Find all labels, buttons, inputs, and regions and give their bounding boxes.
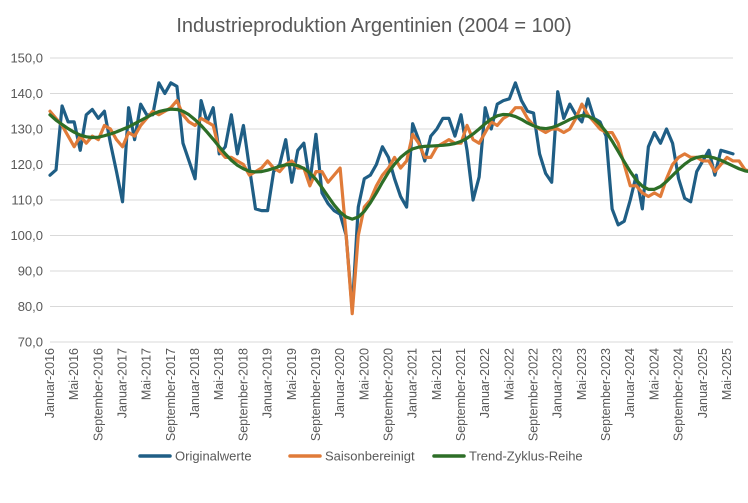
x-tick-label: Januar-2019 bbox=[261, 348, 275, 418]
x-tick-label: September-2023 bbox=[599, 348, 613, 441]
legend-label: Trend-Zyklus-Reihe bbox=[469, 449, 583, 464]
x-tick-label: Mai-2023 bbox=[575, 348, 589, 400]
y-tick-label: 120,0 bbox=[10, 157, 43, 172]
x-tick-label: September-2024 bbox=[672, 348, 686, 441]
x-tick-label: Mai-2025 bbox=[720, 348, 734, 400]
x-tick-label: September-2021 bbox=[454, 348, 468, 441]
x-tick-label: Januar-2016 bbox=[43, 348, 57, 418]
y-axis-tick-labels: 70,0 80,0 90,0 100,0 110,0 120,0 130,0 140,0 150… bbox=[10, 51, 43, 350]
x-tick-label: Mai-2024 bbox=[647, 348, 661, 400]
legend: Originalwerte Saisonbereinigt Trend-Zyklus… bbox=[138, 449, 583, 464]
x-tick-label: September-2019 bbox=[309, 348, 323, 441]
chart-title: Industrieproduktion Argentinien (2004 = … bbox=[176, 15, 571, 37]
x-tick-label: Januar-2025 bbox=[696, 348, 710, 418]
y-tick-label: 130,0 bbox=[10, 122, 43, 137]
x-tick-label: Januar-2024 bbox=[623, 348, 637, 418]
x-tick-label: Mai-2022 bbox=[502, 348, 516, 400]
series-lines bbox=[48, 81, 748, 316]
y-tick-label: 90,0 bbox=[18, 264, 43, 279]
y-tick-label: 150,0 bbox=[10, 51, 43, 66]
x-tick-label: Januar-2023 bbox=[551, 348, 565, 418]
x-axis-tick-labels: Januar-2016 Mai-2016 September-2016 Januar-… bbox=[43, 348, 734, 441]
series-line-2 bbox=[48, 107, 748, 221]
x-tick-label: Januar-2020 bbox=[333, 348, 347, 418]
x-tick-label: Januar-2018 bbox=[188, 348, 202, 418]
series-line-0 bbox=[48, 81, 735, 312]
x-tick-label: September-2017 bbox=[164, 348, 178, 441]
x-tick-label: Mai-2021 bbox=[430, 348, 444, 400]
y-tick-label: 110,0 bbox=[11, 193, 43, 208]
x-tick-label: Mai-2016 bbox=[67, 348, 81, 400]
x-tick-label: Januar-2017 bbox=[116, 348, 130, 418]
y-tick-label: 100,0 bbox=[10, 228, 43, 243]
x-tick-label: Mai-2019 bbox=[285, 348, 299, 400]
x-tick-label: September-2022 bbox=[527, 348, 541, 441]
x-tick-label: Januar-2022 bbox=[478, 348, 492, 418]
y-tick-label: 140,0 bbox=[10, 86, 43, 101]
x-tick-label: Mai-2017 bbox=[140, 348, 154, 400]
legend-label: Saisonbereinigt bbox=[325, 449, 415, 464]
x-tick-label: Mai-2020 bbox=[357, 348, 371, 400]
y-tick-label: 70,0 bbox=[18, 335, 43, 350]
x-tick-label: September-2018 bbox=[236, 348, 250, 441]
y-tick-label: 80,0 bbox=[18, 299, 43, 314]
x-tick-label: Mai-2018 bbox=[212, 348, 226, 400]
legend-label: Originalwerte bbox=[175, 449, 252, 464]
x-tick-label: September-2020 bbox=[381, 348, 395, 441]
x-tick-label: Januar-2021 bbox=[406, 348, 420, 418]
x-tick-label: September-2016 bbox=[91, 348, 105, 441]
